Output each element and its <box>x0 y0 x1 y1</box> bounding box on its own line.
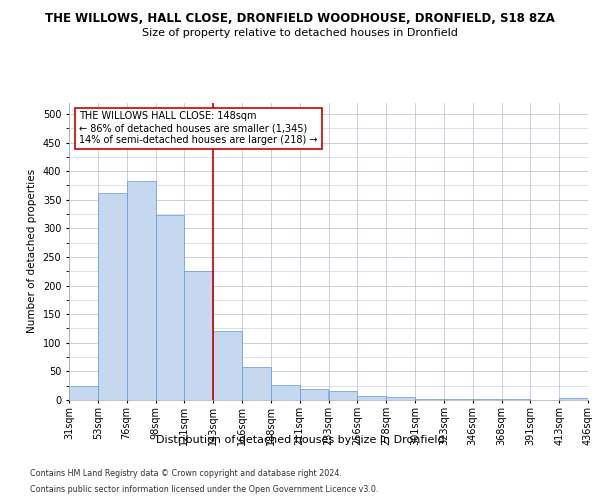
Bar <box>329 391 358 400</box>
Bar <box>271 385 299 400</box>
Bar <box>386 397 415 400</box>
Text: Size of property relative to detached houses in Dronfield: Size of property relative to detached ho… <box>142 28 458 38</box>
Bar <box>299 388 329 400</box>
Bar <box>415 399 444 400</box>
Y-axis label: Number of detached properties: Number of detached properties <box>27 169 37 334</box>
Bar <box>358 396 386 400</box>
Text: Contains HM Land Registry data © Crown copyright and database right 2024.: Contains HM Land Registry data © Crown c… <box>30 469 342 478</box>
Bar <box>184 272 213 400</box>
Bar <box>213 332 242 400</box>
Text: Contains public sector information licensed under the Open Government Licence v3: Contains public sector information licen… <box>30 485 379 494</box>
Bar <box>155 215 184 400</box>
Bar <box>559 398 588 400</box>
Text: Distribution of detached houses by size in Dronfield: Distribution of detached houses by size … <box>155 435 445 445</box>
Text: THE WILLOWS, HALL CLOSE, DRONFIELD WOODHOUSE, DRONFIELD, S18 8ZA: THE WILLOWS, HALL CLOSE, DRONFIELD WOODH… <box>45 12 555 26</box>
Bar <box>242 368 271 400</box>
Bar <box>98 193 127 400</box>
Bar <box>69 386 98 400</box>
Bar <box>127 181 155 400</box>
Text: THE WILLOWS HALL CLOSE: 148sqm
← 86% of detached houses are smaller (1,345)
14% : THE WILLOWS HALL CLOSE: 148sqm ← 86% of … <box>79 112 318 144</box>
